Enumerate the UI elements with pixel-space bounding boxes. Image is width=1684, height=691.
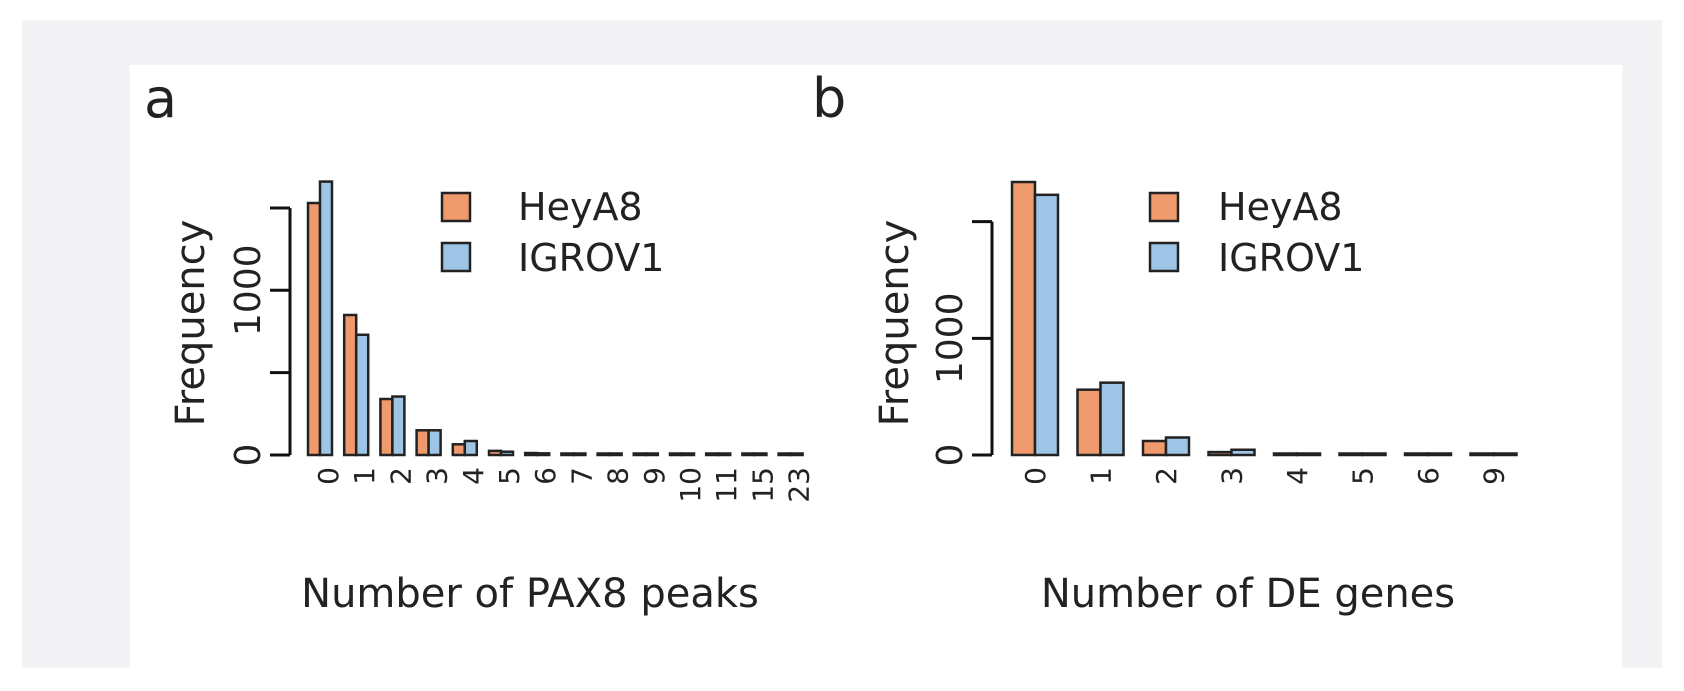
x-tick-label-b-4: 4 bbox=[1281, 467, 1314, 485]
x-tick-label-a-7: 7 bbox=[565, 467, 598, 485]
bar-igrov1-9 bbox=[1492, 452, 1518, 457]
legend-swatch-heya8-b bbox=[1148, 191, 1180, 223]
y-tick-label-a: 0 bbox=[228, 444, 269, 467]
bar-igrov1-15 bbox=[753, 452, 768, 457]
legend-label-heya8-a: HeyA8 bbox=[518, 185, 643, 229]
x-tick-label-a-6: 6 bbox=[529, 467, 562, 485]
bar-igrov1-6 bbox=[1426, 452, 1453, 457]
bar-igrov1-4 bbox=[1295, 452, 1322, 457]
x-tick-labels-b: 0 1 2 3 4 5 6 9 bbox=[1019, 467, 1511, 485]
x-tick-label-a-9: 9 bbox=[638, 467, 671, 485]
bar-heya8-7 bbox=[560, 452, 575, 457]
x-axis-title-a: Number of PAX8 peaks bbox=[301, 571, 759, 617]
legend-b: HeyA8 IGROV1 bbox=[1148, 185, 1364, 280]
bar-heya8-23 bbox=[777, 452, 792, 457]
x-tick-label-b-0: 0 bbox=[1019, 467, 1052, 485]
y-axis-b: 0 1000 bbox=[930, 220, 994, 467]
bar-igrov1-1 bbox=[1099, 381, 1125, 457]
bar-igrov1-5 bbox=[1361, 452, 1387, 457]
bar-igrov1-23 bbox=[789, 452, 804, 457]
legend-label-igrov1-b: IGROV1 bbox=[1218, 236, 1364, 280]
x-axis-title-b: Number of DE genes bbox=[1041, 571, 1455, 617]
x-tick-labels-a: 0 1 2 3 4 5 6 7 8 9 10 11 15 23 bbox=[312, 467, 816, 503]
y-axis-a: 0 1000 bbox=[228, 206, 292, 467]
x-tick-label-a-4: 4 bbox=[457, 467, 490, 485]
x-tick-label-a-11: 11 bbox=[710, 467, 743, 503]
y-axis-title-a: Frequency bbox=[168, 220, 214, 427]
x-tick-label-a-1: 1 bbox=[348, 467, 381, 485]
x-tick-label-a-5: 5 bbox=[493, 467, 526, 485]
bar-heya8-2 bbox=[1141, 439, 1168, 457]
bar-heya8-15 bbox=[741, 452, 756, 457]
legend-label-igrov1-a: IGROV1 bbox=[518, 236, 664, 280]
x-tick-label-b-3: 3 bbox=[1216, 467, 1249, 485]
legend-label-heya8-b: HeyA8 bbox=[1218, 185, 1343, 229]
bar-heya8-9 bbox=[632, 452, 648, 457]
bar-igrov1-1 bbox=[354, 333, 370, 457]
bar-heya8-4 bbox=[1272, 452, 1299, 457]
bar-heya8-4 bbox=[451, 443, 467, 457]
bar-igrov1-3 bbox=[427, 429, 442, 457]
bars-b bbox=[1010, 180, 1518, 457]
bar-heya8-1 bbox=[342, 313, 358, 457]
legend-swatch-heya8-a bbox=[440, 191, 472, 223]
bar-heya8-1 bbox=[1076, 388, 1102, 457]
bar-igrov1-10 bbox=[680, 452, 696, 457]
bar-igrov1-9 bbox=[644, 452, 660, 457]
x-tick-label-a-2: 2 bbox=[384, 467, 417, 485]
legend-swatch-igrov1-b bbox=[1148, 241, 1180, 273]
x-tick-label-b-5: 5 bbox=[1347, 467, 1380, 485]
legend-swatch-igrov1-a bbox=[440, 241, 472, 273]
x-tick-label-a-3: 3 bbox=[421, 467, 454, 485]
panel-b: b Frequency Number of DE genes 0 1000 0 1 2… bbox=[812, 67, 1518, 617]
bar-heya8-6 bbox=[523, 451, 539, 457]
y-tick-label-a: 1000 bbox=[228, 244, 269, 336]
bar-heya8-8 bbox=[596, 452, 611, 457]
bar-heya8-3 bbox=[415, 429, 430, 457]
figure: a Frequency Number of PAX8 peaks 0 1000 0… bbox=[130, 65, 1622, 687]
panel-label-a: a bbox=[144, 67, 177, 130]
bar-igrov1-11 bbox=[716, 452, 732, 457]
bar-heya8-0 bbox=[1010, 180, 1037, 457]
bar-heya8-9 bbox=[1469, 452, 1495, 457]
y-axis-title-b: Frequency bbox=[872, 220, 918, 427]
bar-heya8-3 bbox=[1207, 450, 1233, 457]
bar-heya8-5 bbox=[1338, 452, 1364, 457]
panel-a: a Frequency Number of PAX8 peaks 0 1000 0… bbox=[144, 67, 816, 617]
bar-heya8-6 bbox=[1403, 452, 1430, 457]
x-tick-label-a-0: 0 bbox=[312, 467, 345, 485]
screenshot-frame: a Frequency Number of PAX8 peaks 0 1000 0… bbox=[22, 20, 1662, 687]
bar-heya8-2 bbox=[379, 397, 394, 457]
x-tick-label-b-6: 6 bbox=[1412, 467, 1445, 485]
y-tick-label-b: 0 bbox=[930, 444, 971, 467]
bar-heya8-11 bbox=[704, 452, 720, 457]
bar-heya8-10 bbox=[668, 452, 684, 457]
x-tick-label-a-23: 23 bbox=[783, 467, 816, 503]
legend-a: HeyA8 IGROV1 bbox=[440, 185, 664, 280]
bar-igrov1-4 bbox=[463, 439, 479, 457]
x-tick-label-a-10: 10 bbox=[674, 467, 707, 503]
bar-igrov1-7 bbox=[572, 452, 587, 457]
bar-igrov1-6 bbox=[535, 452, 551, 457]
x-tick-label-b-1: 1 bbox=[1085, 467, 1118, 485]
bar-igrov1-3 bbox=[1230, 448, 1256, 457]
bar-igrov1-2 bbox=[1164, 436, 1191, 457]
x-tick-label-a-8: 8 bbox=[602, 467, 635, 485]
bar-igrov1-8 bbox=[608, 452, 623, 457]
panel-label-b: b bbox=[812, 67, 846, 130]
bar-igrov1-2 bbox=[391, 395, 406, 457]
bars-a bbox=[306, 180, 804, 457]
y-tick-label-b: 1000 bbox=[930, 293, 971, 385]
bar-igrov1-5 bbox=[499, 450, 515, 457]
bar-heya8-0 bbox=[306, 201, 322, 457]
x-tick-label-a-15: 15 bbox=[746, 467, 779, 503]
bar-igrov1-0 bbox=[1033, 193, 1060, 457]
bar-heya8-5 bbox=[487, 449, 503, 457]
x-tick-label-b-9: 9 bbox=[1478, 467, 1511, 485]
x-tick-label-b-2: 2 bbox=[1150, 467, 1183, 485]
bar-igrov1-0 bbox=[318, 180, 334, 457]
